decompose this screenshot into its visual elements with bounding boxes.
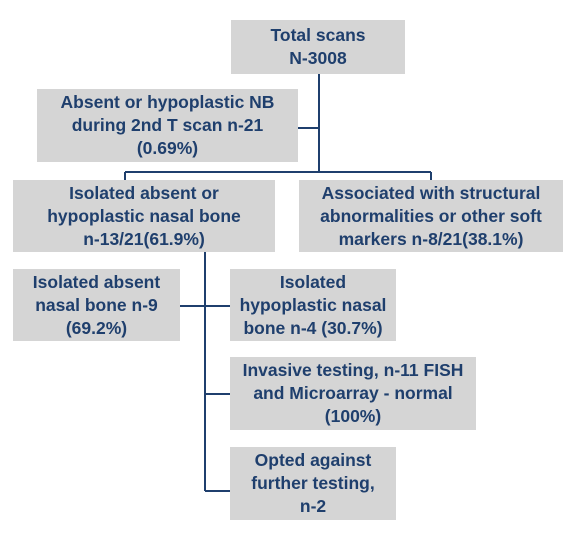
opted-against-line-1: Opted against <box>254 450 372 470</box>
total-scans-line-2: N-3008 <box>289 48 347 68</box>
isolated-hypoplastic-line-1: Isolated <box>279 271 347 292</box>
isolated-absent-line-3: (69.2%) <box>65 317 128 338</box>
absent-hypoplastic-nb-line-3: (0.69%) <box>136 138 199 158</box>
opted-against-testing-box: Opted against further testing, n-2 <box>230 447 396 520</box>
invasive-testing-box: Invasive testing, n-11 FISH and Microarr… <box>230 357 476 430</box>
isolated-nasal-bone-line-3: n-13/21(61.9%) <box>83 228 205 249</box>
associated-abnormalities-box: Associated with structural abnormalities… <box>299 180 563 252</box>
absent-hypoplastic-nb-box: Absent or hypoplastic NB during 2nd T sc… <box>37 89 298 162</box>
isolated-hypoplastic-line-2: hypoplastic nasal <box>239 294 387 315</box>
isolated-absent-nasal-bone-box: Isolated absent nasal bone n-9 (69.2%) <box>13 269 180 341</box>
isolated-hypoplastic-line-3: bone n-4 (30.7%) <box>243 317 383 338</box>
invasive-testing-line-1: Invasive testing, n-11 FISH <box>242 360 464 380</box>
invasive-testing-line-2: and Microarray - normal <box>253 383 453 403</box>
associated-abnormalities-line-3: markers n-8/21(38.1%) <box>338 228 524 249</box>
absent-hypoplastic-nb-line-2: during 2nd T scan n-21 <box>71 115 264 135</box>
associated-abnormalities-line-1: Associated with structural <box>321 182 541 203</box>
isolated-nasal-bone-box: Isolated absent or hypoplastic nasal bon… <box>13 180 275 252</box>
opted-against-line-3: n-2 <box>299 496 327 516</box>
total-scans-box: Total scans N-3008 <box>231 20 405 74</box>
isolated-hypoplastic-nasal-bone-box: Isolated hypoplastic nasal bone n-4 (30.… <box>230 269 396 341</box>
absent-hypoplastic-nb-line-1: Absent or hypoplastic NB <box>60 92 275 112</box>
total-scans-line-1: Total scans <box>270 25 366 45</box>
isolated-absent-line-2: nasal bone n-9 <box>35 294 158 315</box>
invasive-testing-line-3: (100%) <box>324 406 382 426</box>
associated-abnormalities-line-2: abnormalities or other soft <box>320 205 542 226</box>
isolated-absent-line-1: Isolated absent <box>32 271 161 292</box>
isolated-nasal-bone-line-2: hypoplastic nasal bone <box>47 205 241 226</box>
opted-against-line-2: further testing, <box>251 473 375 493</box>
isolated-nasal-bone-line-1: Isolated absent or <box>69 182 219 203</box>
